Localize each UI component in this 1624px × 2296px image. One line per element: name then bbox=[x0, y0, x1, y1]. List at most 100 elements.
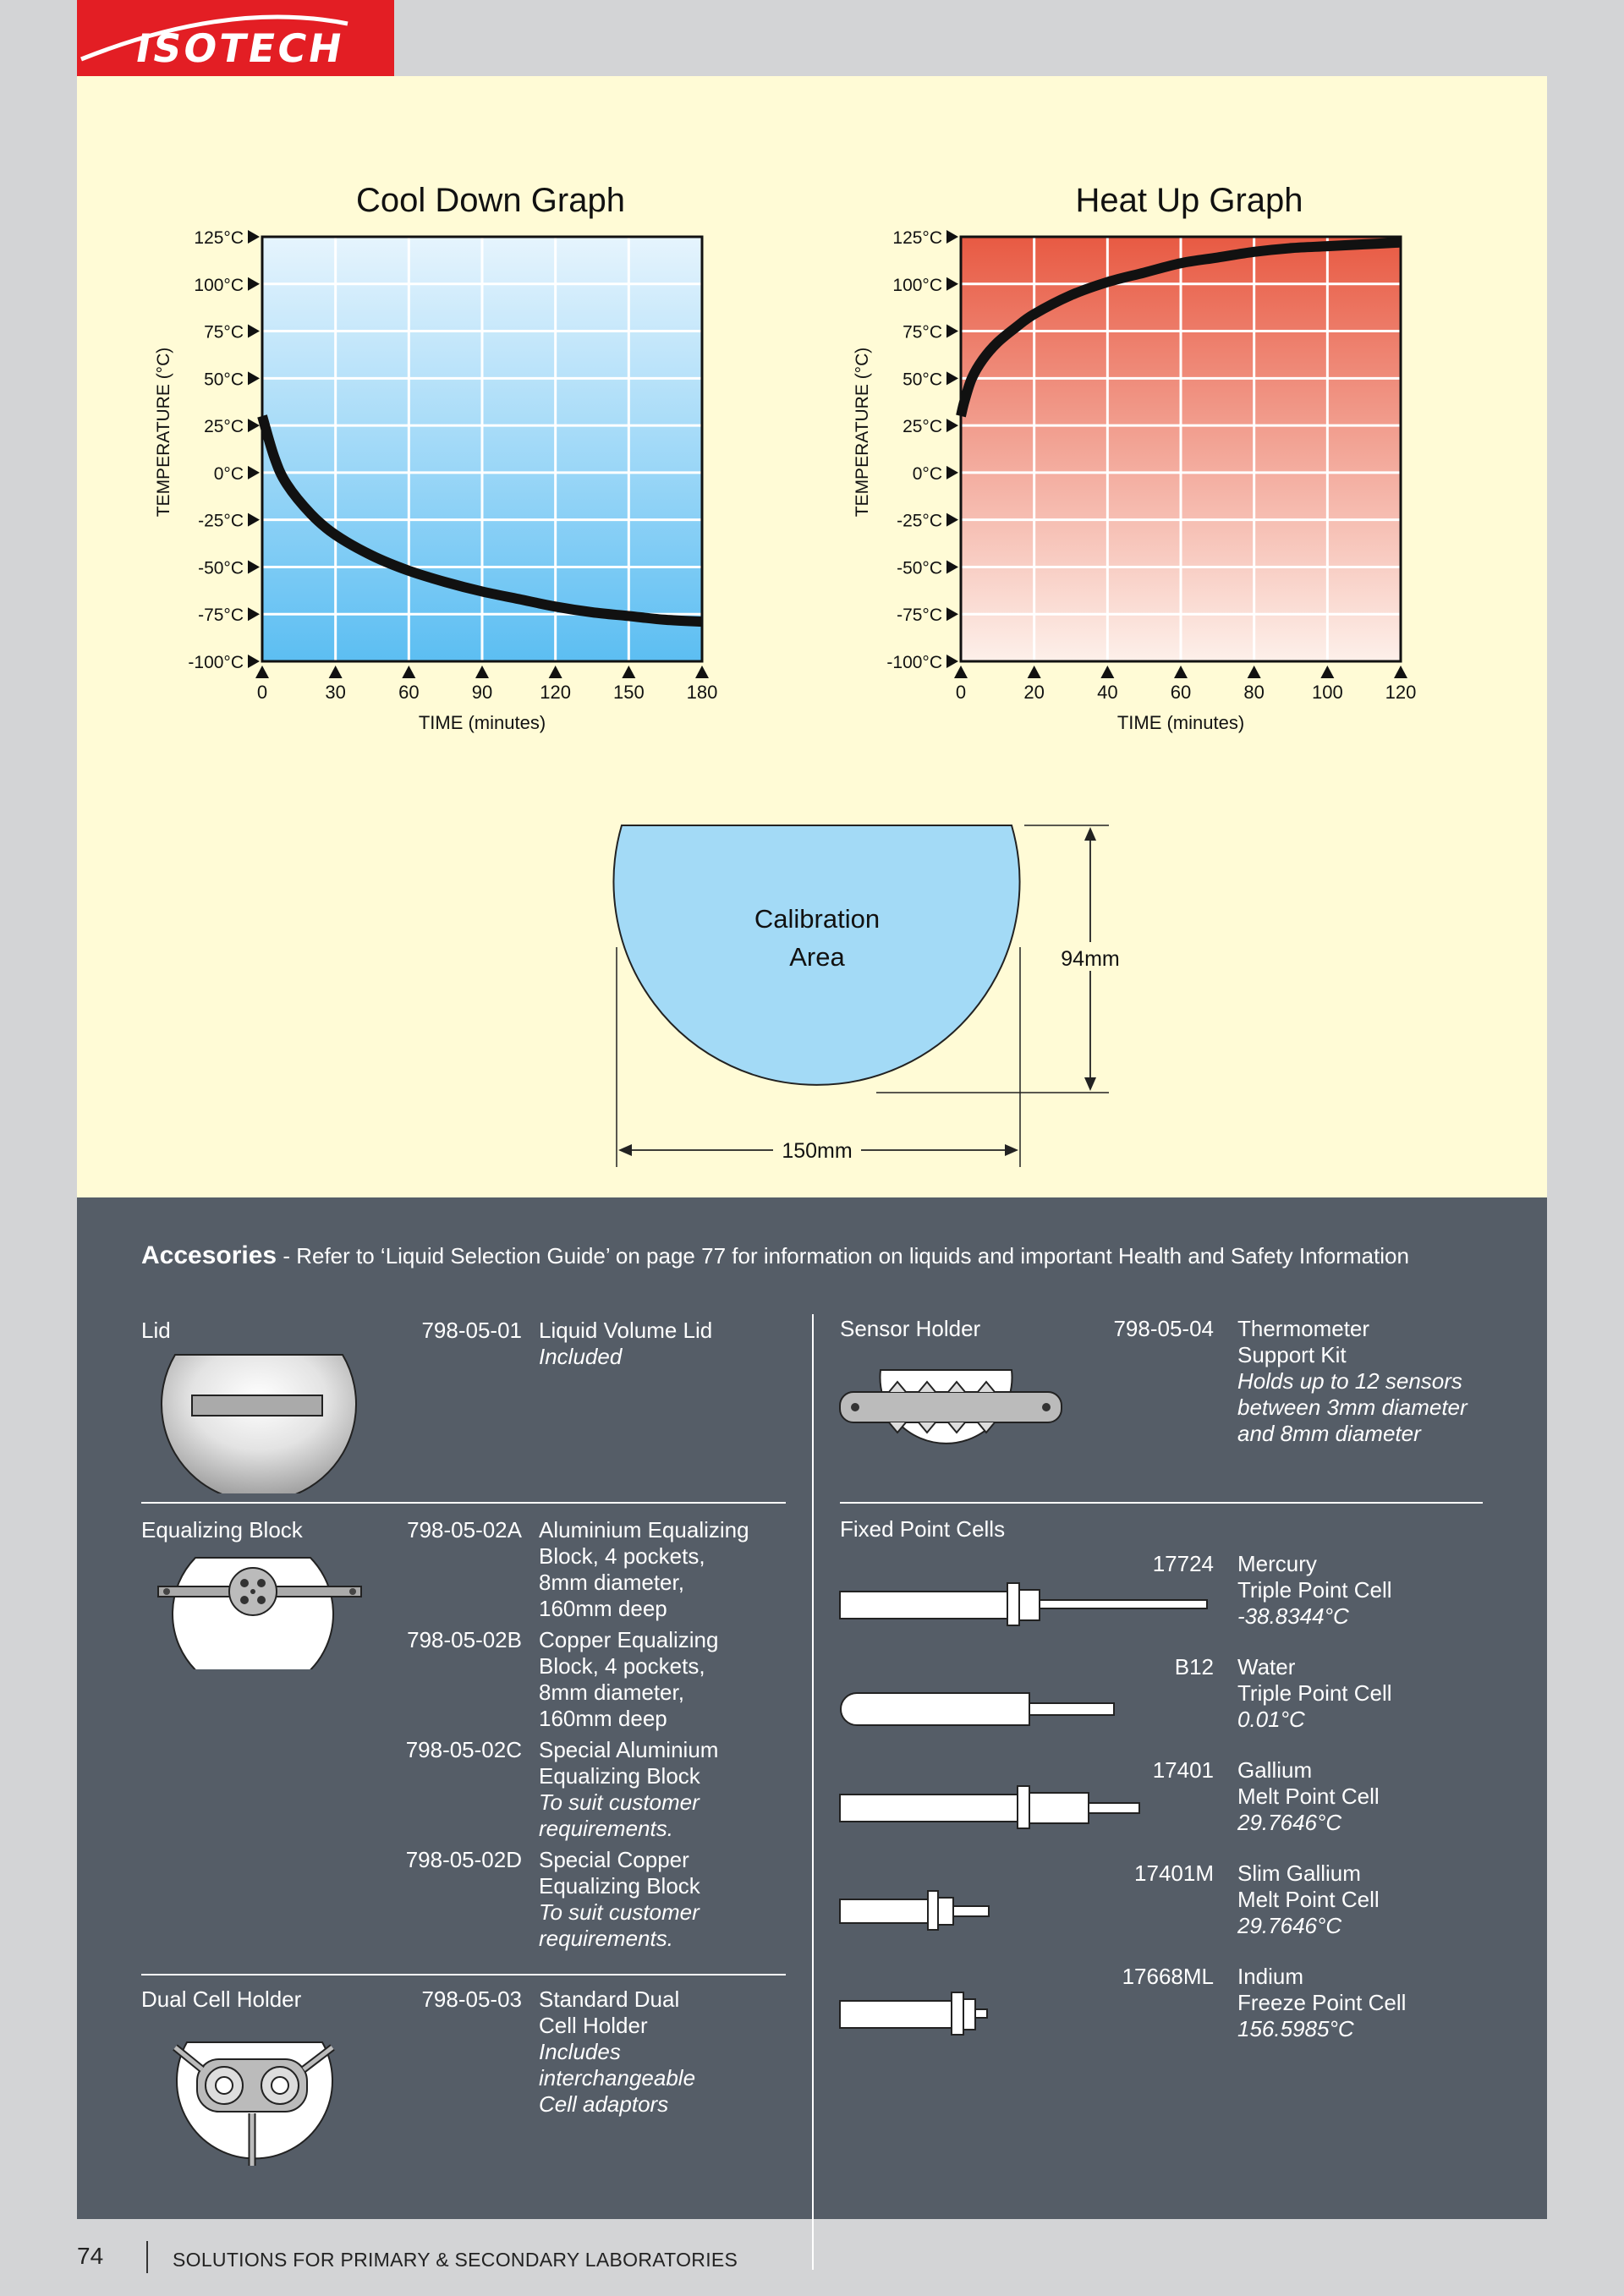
plot-frame bbox=[261, 235, 704, 663]
lid-illustration bbox=[161, 1354, 357, 1493]
sensor-holder-code: 798-05-04 bbox=[1113, 1316, 1214, 1341]
desc-line: Indium bbox=[1237, 1964, 1304, 1989]
y-axis-label: TEMPERATURE (°C) bbox=[853, 348, 872, 518]
desc-line: Special Aluminium bbox=[539, 1737, 719, 1762]
divider bbox=[141, 1974, 786, 1975]
chart-title: Cool Down Graph bbox=[356, 182, 625, 219]
fixed-desc-mercury: Mercury Triple Point Cell -38.8344°C bbox=[1237, 1551, 1392, 1630]
desc-line: Gallium bbox=[1237, 1757, 1313, 1783]
x-tick-marker bbox=[954, 666, 968, 678]
y-tick-marker bbox=[946, 371, 958, 386]
logo-swoosh bbox=[80, 14, 348, 62]
desc-note: between 3mm diameter bbox=[1237, 1395, 1468, 1420]
y-tick-label: 50°C bbox=[204, 370, 244, 389]
desc-line: Mercury bbox=[1237, 1551, 1317, 1576]
y-tick-label: 125°C bbox=[892, 228, 942, 248]
y-tick-marker bbox=[946, 607, 958, 622]
x-tick-marker bbox=[1247, 666, 1261, 678]
x-tick-label: 150 bbox=[613, 682, 645, 703]
y-tick-marker bbox=[946, 324, 958, 338]
x-tick-label: 60 bbox=[1171, 682, 1191, 703]
equalizing-desc-d: Special Copper Equalizing Block To suit … bbox=[539, 1847, 700, 1952]
dual-cell-holder-illustration bbox=[173, 2041, 335, 2166]
lid-code: 798-05-01 bbox=[421, 1318, 522, 1343]
desc-line: Block, 4 pockets, bbox=[539, 1653, 705, 1679]
lid-desc-note: Included bbox=[539, 1344, 623, 1369]
y-tick-label: 100°C bbox=[892, 276, 942, 295]
lid-desc-line: Liquid Volume Lid bbox=[539, 1318, 713, 1343]
brand-logo: ISOTECH bbox=[77, 0, 394, 76]
desc-line: Triple Point Cell bbox=[1237, 1577, 1392, 1603]
y-tick-label: 100°C bbox=[194, 276, 244, 295]
y-tick-label: 75°C bbox=[903, 323, 942, 342]
x-tick-marker bbox=[475, 666, 489, 678]
y-tick-marker bbox=[946, 560, 958, 574]
x-tick-marker bbox=[1174, 666, 1188, 678]
indium-cell-illustration bbox=[839, 1992, 988, 2036]
x-tick-label: 120 bbox=[1385, 682, 1417, 703]
x-tick-marker bbox=[402, 666, 416, 678]
x-tick-label: 0 bbox=[956, 682, 966, 703]
width-dimension-label: 150mm bbox=[782, 1139, 852, 1163]
y-tick-label: -25°C bbox=[897, 512, 942, 531]
y-tick-label: -75°C bbox=[897, 606, 942, 625]
desc-note: Cell adaptors bbox=[539, 2091, 669, 2117]
desc-line: Slim Gallium bbox=[1237, 1860, 1361, 1886]
charts-panel: Cool Down Graph 125°C 100°C 75°C 50°C 25°C 0°C… bbox=[77, 76, 1547, 1197]
y-tick-marker bbox=[248, 465, 260, 479]
y-tick-marker bbox=[248, 324, 260, 338]
cool-down-chart: Cool Down Graph 125°C 100°C 75°C 50°C 25°C 0°C… bbox=[154, 182, 717, 733]
lid-description: Liquid Volume Lid Included bbox=[539, 1318, 712, 1370]
y-tick-marker bbox=[946, 277, 958, 291]
mercury-cell-illustration bbox=[839, 1582, 1208, 1626]
desc-line: Copper Equalizing bbox=[539, 1627, 719, 1652]
x-tick-label: 90 bbox=[472, 682, 492, 703]
x-axis-label: TIME (minutes) bbox=[419, 712, 546, 733]
accessories-panel: Accesories - Refer to ‘Liquid Selection … bbox=[77, 1197, 1547, 2270]
y-tick-label: -25°C bbox=[198, 512, 244, 531]
accessories-title: Accesories bbox=[141, 1241, 277, 1269]
y-tick-label: 125°C bbox=[194, 228, 244, 248]
fixed-code-slim-gallium: 17401M bbox=[1134, 1860, 1214, 1886]
x-tick-label: 30 bbox=[325, 682, 345, 703]
fixed-code-indium: 17668ML bbox=[1122, 1964, 1214, 1989]
equalizing-desc-c: Special Aluminium Equalizing Block To su… bbox=[539, 1737, 718, 1842]
x-tick-marker bbox=[1320, 666, 1335, 678]
y-tick-label: 0°C bbox=[214, 464, 244, 484]
x-tick-marker bbox=[622, 666, 636, 678]
divider bbox=[141, 1502, 786, 1504]
sensor-holder-label: Sensor Holder bbox=[840, 1316, 981, 1341]
equalizing-code-d: 798-05-02D bbox=[405, 1847, 522, 1872]
desc-line: Standard Dual bbox=[539, 1986, 680, 2012]
y-tick-label: -50°C bbox=[897, 558, 942, 578]
y-tick-label: 0°C bbox=[913, 464, 942, 484]
lid-label: Lid bbox=[141, 1318, 171, 1343]
y-tick-label: -100°C bbox=[188, 653, 244, 672]
desc-line: 8mm diameter, bbox=[539, 1680, 684, 1705]
y-tick-marker bbox=[946, 655, 958, 668]
fixed-desc-indium: Indium Freeze Point Cell 156.5985°C bbox=[1237, 1964, 1406, 2042]
accessories-subtitle: - Refer to ‘Liquid Selection Guide’ on p… bbox=[277, 1243, 1409, 1269]
fixed-point-label: Fixed Point Cells bbox=[840, 1516, 1006, 1542]
y-tick-marker bbox=[248, 512, 260, 527]
logo-text: ISOTECH bbox=[132, 25, 348, 71]
equalizing-desc-a: Aluminium Equalizing Block, 4 pockets, 8… bbox=[539, 1517, 749, 1622]
x-tick-label: 80 bbox=[1243, 682, 1264, 703]
calibration-label-2: Area bbox=[789, 942, 845, 972]
y-tick-label: 50°C bbox=[903, 370, 942, 389]
footer-text: SOLUTIONS FOR PRIMARY & SECONDARY LABORA… bbox=[173, 2249, 738, 2271]
dual-cell-label: Dual Cell Holder bbox=[141, 1986, 302, 2012]
desc-note: requirements. bbox=[539, 1926, 673, 1951]
fixed-code-mercury: 17724 bbox=[1152, 1551, 1214, 1576]
equalizing-code-c: 798-05-02C bbox=[405, 1737, 522, 1762]
y-tick-marker bbox=[946, 230, 958, 244]
slim-gallium-cell-illustration bbox=[839, 1890, 990, 1931]
x-tick-label: 180 bbox=[687, 682, 718, 703]
desc-line: Freeze Point Cell bbox=[1237, 1990, 1407, 2015]
desc-line: Cell Holder bbox=[539, 2013, 648, 2038]
chart-title: Heat Up Graph bbox=[1075, 182, 1303, 219]
fixed-desc-water: Water Triple Point Cell 0.01°C bbox=[1237, 1654, 1392, 1733]
divider bbox=[840, 1502, 1483, 1504]
fixed-desc-gallium: Gallium Melt Point Cell 29.7646°C bbox=[1237, 1757, 1380, 1836]
desc-note: interchangeable bbox=[539, 2065, 696, 2091]
